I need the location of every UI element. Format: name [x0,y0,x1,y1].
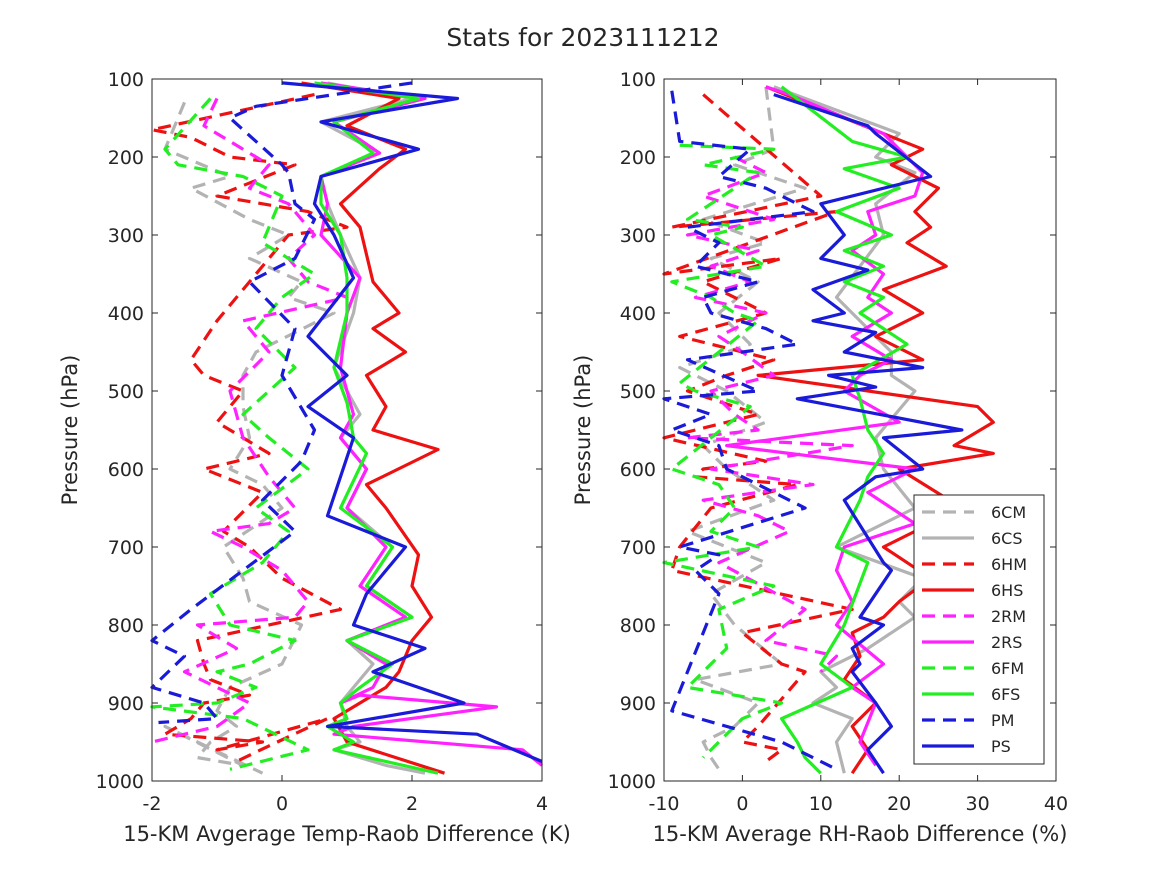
rh-ytick-label: 500 [620,381,656,403]
temperature-ytick-label: 1000 [96,771,144,793]
rh-ytick-label: 900 [620,693,656,715]
temperature-series-2rm [151,97,349,744]
rh-series-ps [773,93,964,775]
temperature-ytick-label: 500 [108,381,144,403]
legend-label-pm: PM [991,711,1014,730]
rh-xtick-label: -10 [648,793,679,815]
temperature-series-6hs [301,81,445,775]
rh-ytick-label: 600 [620,459,656,481]
legend: 6CM 6CS 6HM 6HS 2RM 2RS 6FM 6FS PM PS [913,494,1045,765]
legend-label-6cm: 6CM [991,503,1026,522]
temperature-series-6cm [163,101,336,775]
temperature-series-ps [281,81,543,763]
legend-label-6fm: 6FM [991,659,1024,678]
legend-label-6cs: 6CS [991,529,1023,548]
temperature-ytick-label: 600 [108,459,144,481]
figure-title: Stats for 2023111212 [446,23,719,52]
temperature-xlabel: 15-KM Avgerage Temp-Raob Difference (K) [123,822,571,846]
rh-xtick-label: 0 [736,793,748,815]
rh-ylabel: Pressure (hPa) [571,355,595,506]
temperature-series-6hm [150,93,349,763]
temperature-xtick-label: 2 [406,793,418,815]
rh-ytick-label: 800 [620,615,656,637]
temperature-series-2rs [319,81,543,767]
temperature-ytick-label: 900 [108,693,144,715]
temperature-axes-box [151,78,543,782]
rh-series-6fs [779,85,909,775]
rh-series-group [662,85,995,775]
temperature-ytick-label: 400 [108,303,144,325]
rh-xtick-label: 30 [966,793,990,815]
legend-label-6hs: 6HS [991,581,1023,600]
temperature-xtick-label: 0 [276,793,288,815]
temperature-xtick-label: -2 [143,793,162,815]
rh-xtick-label: 10 [809,793,833,815]
temperature-ytick-label: 700 [108,537,144,559]
rh-xtick-label: 40 [1044,793,1068,815]
temperature-ylabel: Pressure (hPa) [58,355,82,506]
rh-ytick-label: 400 [620,303,656,325]
rh-ytick-label: 100 [620,69,656,91]
temperature-ytick-label: 300 [108,225,144,247]
rh-xtick-label: 20 [887,793,911,815]
rh-series-2rs [725,85,925,767]
legend-label-6hm: 6HM [991,555,1027,574]
temperature-ytick-label: 200 [108,147,144,169]
legend-label-ps: PS [991,737,1011,756]
legend-label-2rm: 2RM [991,607,1026,626]
rh-axes-box [663,78,1057,782]
rh-series-6cm [678,86,807,771]
rh-series-6hm [662,93,854,763]
rh-ytick-label: 1000 [608,771,656,793]
legend-label-2rs: 2RS [991,633,1022,652]
temperature-series-group [150,81,543,775]
temperature-series-6fm [150,97,317,771]
temperature-series-pm [150,81,413,725]
rh-xlabel: 15-KM Average RH-Raob Difference (%) [653,822,1068,846]
rh-series-pm [662,90,838,771]
rh-panel: -10 0 10 20 30 40 100 200 300 400 500 600 700 800 900 1… [571,69,1068,846]
rh-series-2rm [685,155,854,673]
temperature-panel: -2 0 2 4 100 200 300 400 500 600 700 800 900 1000 15-… [58,69,571,846]
temperature-ticks: -2 0 2 4 100 200 300 400 500 600 700 800 900 1000 [96,69,548,815]
rh-ytick-label: 700 [620,537,656,559]
rh-ytick-label: 300 [620,225,656,247]
rh-ticks: -10 0 10 20 30 40 100 200 300 400 500 600 700 800 900 1… [608,69,1068,815]
temperature-ytick-label: 800 [108,615,144,637]
rh-series-6fm [662,143,784,759]
temperature-ytick-label: 100 [108,69,144,91]
legend-label-6fs: 6FS [991,685,1020,704]
legend-box [913,494,1045,765]
rh-ytick-label: 200 [620,147,656,169]
temperature-xtick-label: 4 [536,793,548,815]
